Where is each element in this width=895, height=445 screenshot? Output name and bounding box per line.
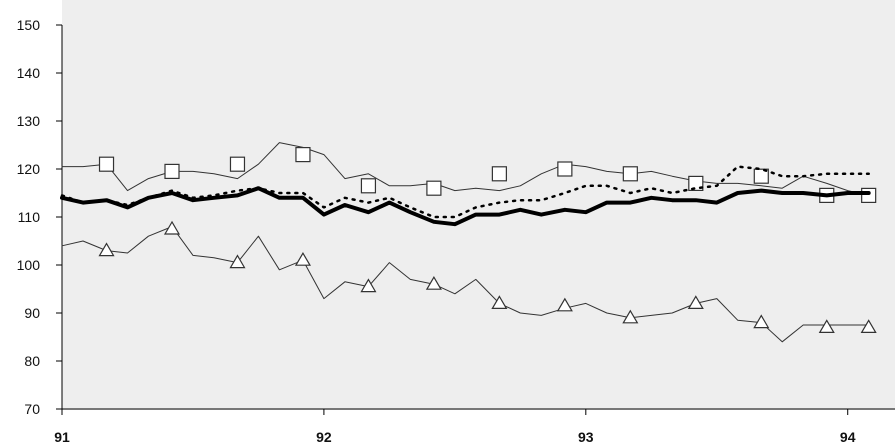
square-marker [164, 163, 180, 179]
series-line [61, 226, 870, 343]
y-tick-label: 70 [24, 401, 40, 417]
series-line [60, 165, 870, 219]
series-layer [60, 142, 877, 343]
y-tick-label: 100 [17, 257, 41, 273]
y-tick-label: 140 [17, 65, 41, 81]
x-tick-label: 93 [578, 429, 594, 445]
triangle-marker [425, 276, 442, 290]
series-3 [60, 165, 870, 219]
triangle-marker [229, 254, 246, 269]
square-marker [491, 166, 507, 182]
square-marker [295, 147, 311, 163]
y-tick-label: 110 [18, 209, 41, 225]
tick-labels: 70 80 90 100 110 120 130 140 150 91 92 93 94 [17, 17, 856, 445]
series-line [60, 186, 871, 227]
axes [56, 24, 895, 415]
plot-background [62, 0, 895, 410]
triangle-marker [491, 295, 508, 309]
series-4 [61, 220, 877, 343]
square-marker [360, 178, 377, 194]
y-tick-label: 80 [24, 353, 40, 369]
x-tick-label: 92 [316, 429, 332, 445]
y-tick-label: 150 [17, 17, 41, 33]
square-marker [557, 161, 573, 177]
series-1 [61, 142, 877, 203]
triangle-marker [98, 242, 115, 257]
x-tick-label: 91 [54, 429, 70, 445]
triangle-marker [753, 314, 770, 329]
triangle-marker [860, 319, 877, 333]
triangle-marker [294, 252, 311, 266]
x-tick-label: 94 [840, 429, 856, 445]
triangle-marker [163, 220, 181, 235]
y-tick-label: 130 [17, 113, 41, 129]
triangle-marker [687, 295, 704, 309]
triangle-marker [360, 278, 377, 293]
y-tick-label: 120 [17, 161, 41, 177]
square-marker [753, 168, 769, 184]
triangle-marker [556, 297, 573, 312]
series-2 [60, 186, 871, 227]
triangle-marker [622, 309, 639, 324]
series-line [61, 142, 870, 196]
triangle-marker [818, 319, 835, 333]
square-marker [861, 187, 877, 203]
y-tick-label: 90 [24, 305, 40, 321]
square-marker [426, 180, 442, 196]
square-marker [98, 156, 115, 172]
square-marker [622, 166, 638, 182]
square-marker [229, 156, 246, 172]
